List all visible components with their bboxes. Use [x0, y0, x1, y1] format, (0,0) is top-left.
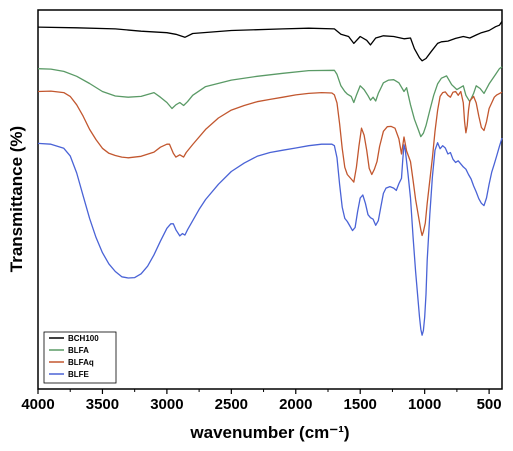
series-line-blfaq	[37, 90, 503, 237]
x-tick-label: 1500	[344, 396, 377, 413]
plot-frame	[37, 9, 503, 390]
series-line-bch100	[37, 21, 503, 62]
legend-items: BCH100 BLFA BLFAq BLFE	[49, 334, 99, 379]
x-axis-ticks: 4000 3500 3000 2500 2000 1500 1000 500	[21, 389, 502, 413]
legend-label: BLFA	[68, 346, 89, 355]
x-tick-label: 500	[477, 396, 502, 413]
series-group	[37, 21, 503, 336]
x-tick-label: 2500	[215, 396, 248, 413]
legend-label: BCH100	[68, 334, 99, 343]
series-line-blfa	[37, 66, 503, 138]
legend-label: BLFE	[68, 370, 90, 379]
x-tick-label: 3000	[150, 396, 183, 413]
x-tick-label: 1000	[408, 396, 441, 413]
y-axis-title: Transmittance (%)	[7, 126, 26, 272]
x-axis-title: wavenumber (cm⁻¹)	[189, 423, 349, 442]
legend-label: BLFAq	[68, 358, 94, 367]
legend-box	[43, 331, 117, 384]
x-tick-label: 4000	[21, 396, 54, 413]
x-tick-label: 3500	[86, 396, 119, 413]
x-tick-label: 2000	[279, 396, 312, 413]
legend: BCH100 BLFA BLFAq BLFE	[43, 331, 117, 384]
series-line-blfe	[37, 137, 503, 336]
